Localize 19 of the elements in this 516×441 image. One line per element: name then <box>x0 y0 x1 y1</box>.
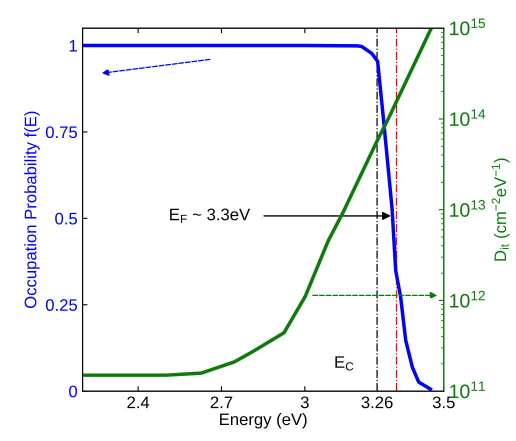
y-tick-label: 0 <box>69 386 78 398</box>
y-tick-label: 0.5 <box>55 212 77 225</box>
x-tick-label: 3 <box>300 396 309 408</box>
y-tick-label: 1 <box>70 40 77 52</box>
y2-tick-label: 10$^{14}$ <box>450 109 486 126</box>
y2-tick-label: 10$^{11}$ <box>450 381 485 398</box>
y2-tick-label: 10$^{13}$ <box>450 200 485 217</box>
y-tick-label: 0.75 <box>46 126 78 138</box>
annotation: E$_{C}$ <box>335 356 354 371</box>
y-axis-title: Occupation Probability f(E) <box>24 112 40 308</box>
y2-axis-title: D$_{it}$ (cm$^{−2}$eV$^{−1}$) <box>492 158 510 261</box>
y2-tick-label: 10$^{15}$ <box>450 18 485 36</box>
y2-tick-label: 10$^{12}$ <box>450 290 485 308</box>
x-tick-label: 3.26 <box>361 396 393 408</box>
x-axis-title: Energy (eV) <box>220 412 307 428</box>
annotation: E$_{F}$ ~ 3.3eV <box>170 208 250 223</box>
x-tick-label: 2.4 <box>127 396 150 408</box>
x-tick-label: 2.7 <box>210 396 232 408</box>
y-tick-label: 0.25 <box>46 299 78 311</box>
